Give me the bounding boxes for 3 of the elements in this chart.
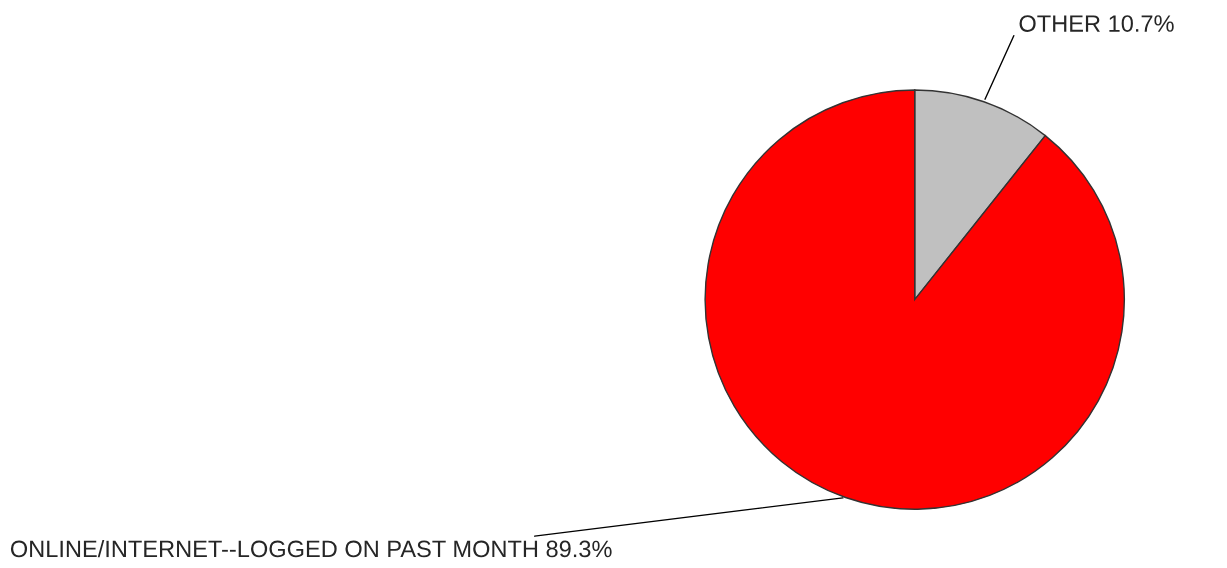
- pie-slice: [704, 89, 1126, 510]
- slice-label: ONLINE/INTERNET--LOGGED ON PAST MONTH 89.3%: [10, 539, 612, 558]
- slice-label: OTHER 10.7%: [1019, 15, 1174, 32]
